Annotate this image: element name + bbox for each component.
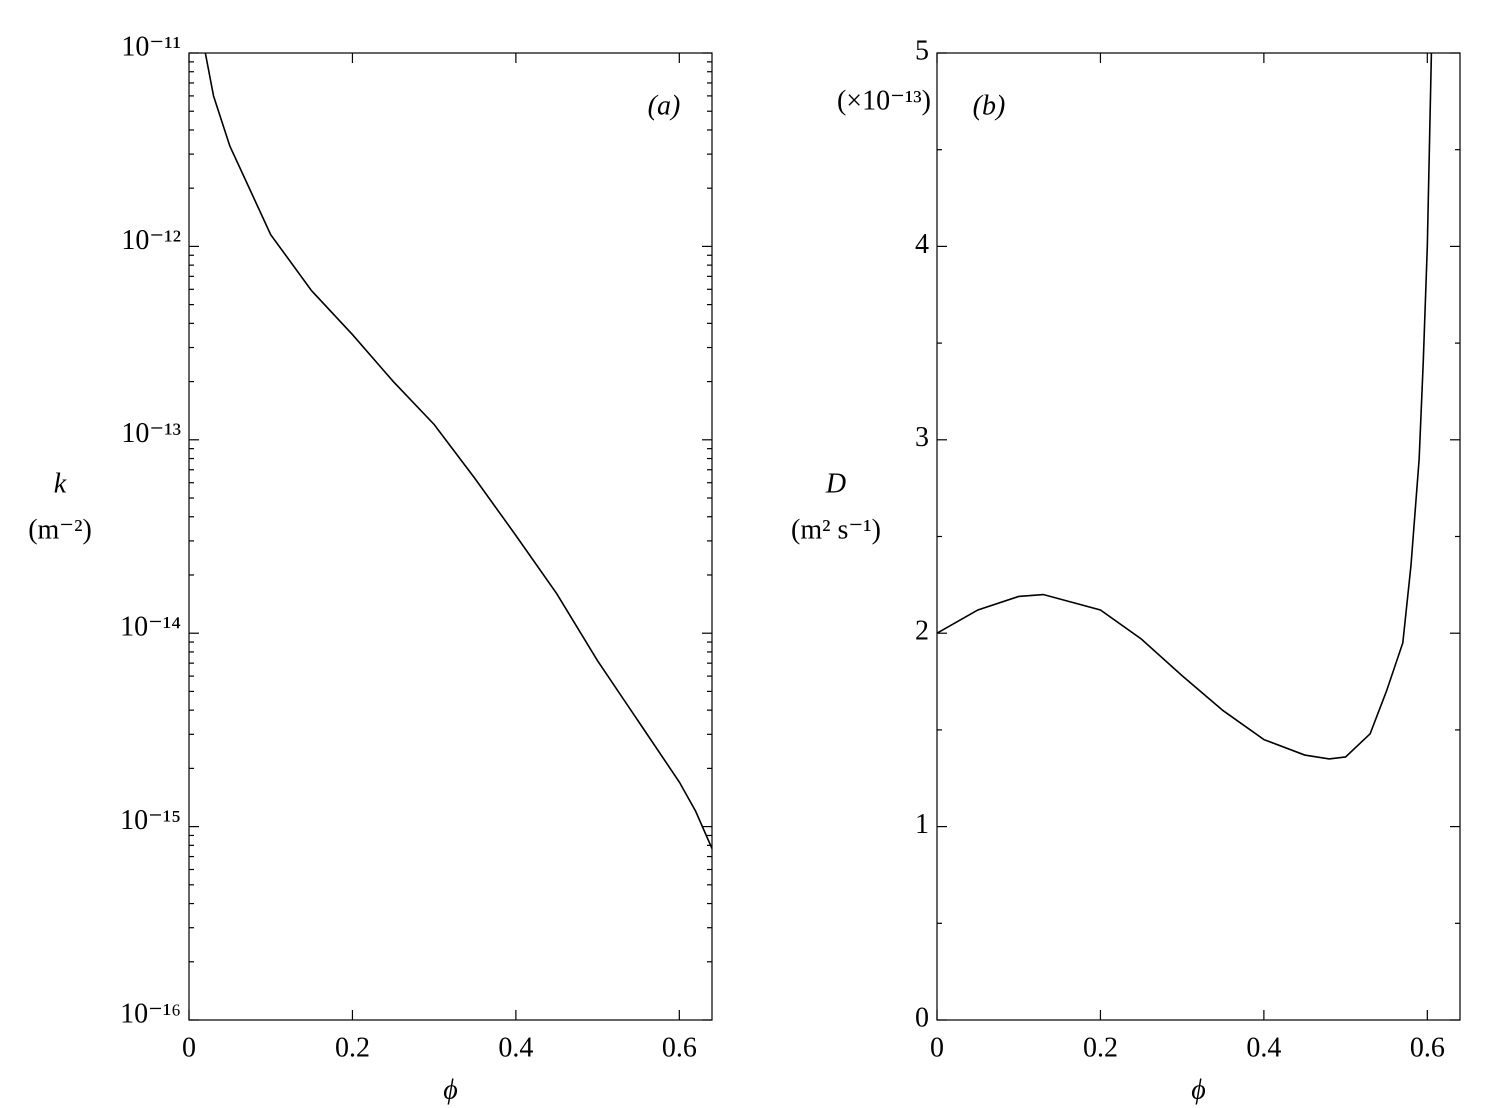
x-tick-label: 0 [182, 1032, 196, 1063]
y-tick-label: 2 [915, 616, 929, 647]
y-tick-label: 0 [915, 1002, 929, 1033]
x-tick-label: 0 [930, 1032, 944, 1063]
plot-frame [188, 52, 713, 1021]
data-line [936, 52, 1433, 760]
x-tick-label: 0.2 [335, 1032, 370, 1063]
y-axis-unit: (m⁻²) [28, 514, 92, 545]
x-tick-label: 0.6 [662, 1032, 697, 1063]
data-line [204, 52, 713, 849]
x-axis-label: ϕ [443, 1074, 458, 1105]
x-tick-label: 0.2 [1083, 1032, 1118, 1063]
x-tick-label: 0.4 [1246, 1032, 1281, 1063]
y-axis-scale: (×10⁻¹³) [837, 85, 931, 116]
x-axis-label: ϕ [1191, 1074, 1206, 1105]
panel-label: (b) [973, 90, 1006, 121]
y-tick-label: 5 [915, 35, 929, 66]
y-tick-label: 10⁻¹³ [121, 418, 181, 449]
y-tick-label: 10⁻¹⁶ [120, 998, 181, 1029]
x-tick-label: 0.4 [498, 1032, 533, 1063]
y-tick-label: 10⁻¹² [121, 225, 181, 256]
y-tick-label: 10⁻¹⁴ [120, 612, 181, 643]
y-tick-label: 4 [915, 229, 929, 260]
y-tick-label: 10⁻¹⁵ [120, 805, 181, 836]
x-tick-label: 0.6 [1410, 1032, 1445, 1063]
y-axis-label: D [825, 468, 846, 499]
y-axis-label: k [54, 468, 67, 499]
y-tick-label: 1 [915, 809, 929, 840]
y-axis-unit: (m² s⁻¹) [791, 514, 881, 545]
y-tick-label: 3 [915, 422, 929, 453]
panel-label: (a) [648, 90, 681, 121]
plot-frame [936, 52, 1461, 1021]
y-tick-label: 10⁻¹¹ [121, 31, 181, 62]
